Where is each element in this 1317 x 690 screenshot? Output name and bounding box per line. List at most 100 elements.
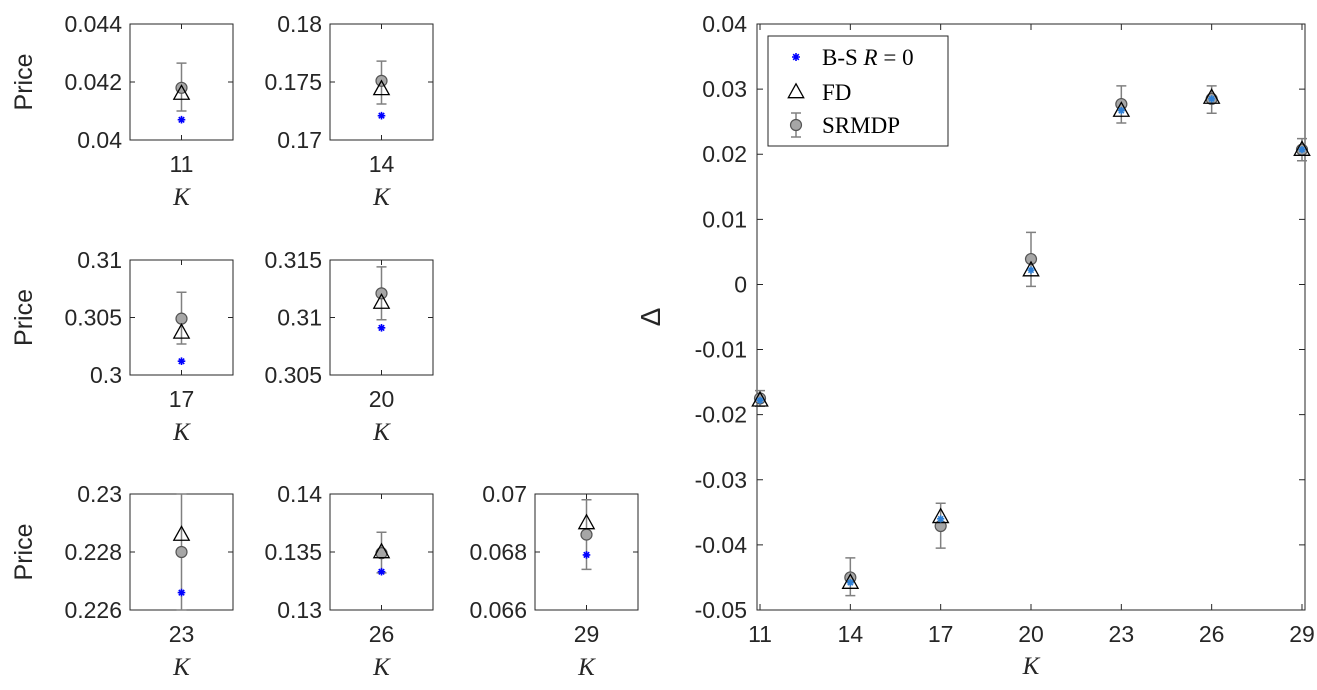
y-tick-label: 0.044 (64, 11, 122, 37)
delta-x-tick-label: 14 (838, 621, 864, 647)
fd-point (172, 525, 191, 541)
delta-bs-point (756, 396, 764, 404)
x-tick-label: 29 (574, 621, 600, 647)
x-tick-label: 17 (169, 386, 195, 412)
srmdp-point (175, 312, 188, 325)
y-tick-label: 0.23 (77, 481, 122, 507)
subplot-k26: 0.13 0.135 0.14 26 K (264, 481, 434, 681)
delta-y-tick-label: 0 (734, 271, 747, 297)
subplot-k23: 0.226 0.228 0.23 23 K Price (10, 481, 234, 681)
legend-label-prefix: SRMDP (822, 113, 900, 138)
delta-y-tick-label: -0.03 (695, 467, 747, 493)
delta-bs-point (846, 579, 854, 587)
y-tick-label: 0.305 (264, 362, 322, 388)
srmdp-point (375, 547, 388, 560)
delta-y-tick-label: 0.02 (702, 141, 747, 167)
fd-point (372, 293, 391, 309)
y-tick-label: 0.14 (277, 481, 322, 507)
x-axis-label: K (172, 184, 191, 211)
bs-point (377, 567, 386, 576)
y-tick-label: 0.04 (77, 127, 122, 153)
delta-fd-point (841, 573, 860, 589)
x-axis-label: K (172, 654, 191, 681)
legend-label-prefix: FD (822, 80, 851, 105)
fd-point (172, 322, 191, 339)
x-tick-label: 26 (369, 621, 395, 647)
legend-label: B-S R = 0 (822, 45, 914, 70)
y-tick-label: 0.068 (469, 539, 527, 565)
srmdp-point (175, 545, 188, 559)
bs-point (377, 111, 386, 120)
fd-point (372, 79, 391, 96)
delta-x-axis-label: K (1022, 653, 1041, 680)
x-axis-label: K (372, 184, 391, 211)
fd-point (577, 513, 596, 530)
y-tick-label: 0.17 (277, 127, 322, 153)
delta-y-tick-label: -0.04 (695, 532, 748, 558)
bs-point (177, 357, 186, 365)
delta-fd-point (931, 507, 950, 524)
delta-fd-point (1202, 88, 1221, 104)
delta-x-tick-label: 11 (748, 621, 772, 647)
fd-point (172, 84, 191, 100)
x-axis-label: K (372, 654, 391, 681)
bs-point (582, 551, 591, 559)
subplot-k14: 0.17 0.175 0.18 14 K (264, 11, 434, 211)
delta-bs-point (1027, 266, 1035, 274)
y-tick-label: 0.042 (64, 69, 122, 95)
delta-y-tick-label: 0.04 (702, 11, 747, 37)
delta-y-axis-label: Δ (635, 308, 666, 327)
legend-srmdp-marker (789, 118, 803, 132)
delta-bs-point (1117, 106, 1125, 115)
y-axis-label: Price (10, 524, 38, 581)
legend: B-S R = 0 FD SRMDP (767, 35, 949, 147)
y-tick-label: 0.305 (64, 305, 122, 331)
subplot-k20: 0.305 0.31 0.315 20 K (264, 247, 434, 446)
y-axis-label: Price (10, 54, 38, 111)
y-tick-label: 0.3 (90, 362, 122, 388)
delta-x-tick-label: 23 (1109, 621, 1135, 647)
delta-bs-point (1298, 146, 1306, 154)
subplot-k11: 0.04 0.042 0.044 11 K Price (10, 11, 234, 211)
y-tick-label: 0.226 (64, 597, 122, 623)
delta-chart: -0.05 -0.04 -0.03 -0.02 -0.01 0 0.01 0.02 0.03 0.… (635, 11, 1315, 680)
delta-x-tick-label: 26 (1199, 621, 1225, 647)
delta-fd-point (751, 390, 769, 407)
delta-y-tick-label: -0.02 (695, 402, 747, 428)
delta-fd-point (1022, 260, 1040, 277)
y-tick-label: 0.18 (277, 11, 322, 37)
y-tick-label: 0.175 (264, 69, 322, 95)
delta-x-tick-label: 17 (928, 621, 954, 647)
delta-y-tick-label: 0.01 (702, 206, 747, 232)
x-tick-label: 11 (170, 151, 194, 177)
y-axis-label: Price (10, 289, 38, 346)
x-tick-label: 14 (369, 151, 395, 177)
y-tick-label: 0.31 (77, 247, 122, 273)
y-tick-label: 0.07 (482, 481, 527, 507)
subplot-k17: 0.3 0.305 0.31 17 K Price (10, 247, 234, 446)
legend-label: FD (822, 80, 851, 105)
delta-fd-point (1112, 101, 1131, 117)
x-tick-label: 23 (169, 621, 195, 647)
legend-bs-marker (792, 53, 800, 61)
subplot-k29: 0.066 0.068 0.07 29 K (469, 481, 639, 681)
x-tick-label: 20 (369, 386, 395, 412)
bs-point (377, 324, 386, 332)
y-tick-label: 0.066 (469, 597, 527, 623)
x-axis-label: K (172, 419, 191, 446)
legend-label: SRMDP (822, 113, 900, 138)
delta-y-tick-label: -0.05 (695, 597, 747, 623)
legend-label-suffix: = 0 (878, 45, 914, 70)
bs-point (177, 588, 186, 597)
x-axis-label: K (577, 654, 596, 681)
x-axis-label: K (372, 419, 391, 446)
legend-fd-marker (787, 82, 805, 99)
bs-point (177, 115, 186, 124)
srmdp-point (580, 528, 593, 541)
legend-label-prefix: B-S (822, 45, 864, 70)
y-tick-label: 0.315 (264, 247, 322, 273)
y-tick-label: 0.13 (277, 597, 322, 623)
legend-label-italic: R (863, 45, 878, 70)
delta-x-tick-label: 20 (1018, 621, 1044, 647)
